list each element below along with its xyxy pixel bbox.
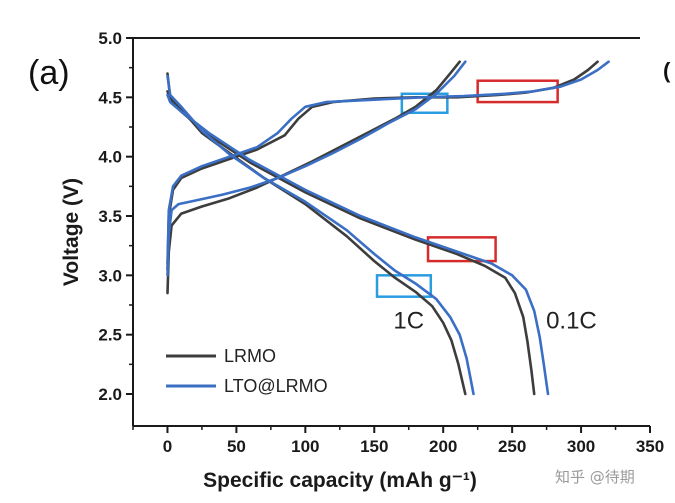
x-tick-label: 250: [498, 437, 526, 456]
x-tick-label: 50: [227, 437, 246, 456]
series-line-lto-lrmo-6: [166, 60, 610, 265]
y-tick-label: 4.0: [98, 148, 122, 167]
x-tick-label: 150: [360, 437, 388, 456]
y-tick-label: 4.5: [98, 88, 122, 107]
x-tick-label: 0: [163, 437, 172, 456]
series-line-lto-lrmo-7: [166, 93, 550, 396]
axes: 2.0 2.5 3.0 3.5 4.0 4.5 5.0 0 50 100 150 200 250 300 3…: [98, 29, 664, 456]
x-axis-title: Specific capacity (mAh g⁻¹): [203, 469, 477, 492]
adjacent-panel-edge: (: [663, 58, 671, 83]
legend-label-lto-lrmo: LTO@LRMO: [224, 376, 328, 396]
legend-label-lrmo: LRMO: [224, 346, 276, 366]
y-tick-label: 3.0: [98, 266, 122, 285]
series-line-lrmo-3: [166, 90, 536, 396]
blue-highlight-box: [375, 274, 433, 298]
x-tick-label: 350: [636, 437, 664, 456]
series-line-lrmo-2: [166, 60, 599, 271]
y-axis-title: Voltage (V): [60, 178, 83, 286]
x-tick-label: 100: [291, 437, 319, 456]
watermark: 知乎 @待期: [555, 468, 635, 486]
y-tick-label: 5.0: [98, 29, 122, 48]
panel-label: (a): [28, 54, 70, 92]
curves: [166, 60, 610, 396]
series-line-lrmo-1: [166, 72, 467, 396]
x-tick-label: 300: [567, 437, 595, 456]
blue-highlight-box: [400, 92, 449, 115]
rate-label-1: 0.1C: [546, 308, 597, 335]
red-highlight-box: [476, 79, 559, 104]
x-tick-label: 200: [429, 437, 457, 456]
legend: LRMO LTO@LRMO: [166, 346, 328, 396]
y-tick-label: 2.5: [98, 326, 122, 345]
red-highlight-box: [426, 236, 497, 263]
highlight-boxes: [375, 79, 559, 298]
series-line-lto-lrmo-4: [166, 60, 467, 277]
y-tick-label: 3.5: [98, 207, 122, 226]
plot-area: 2.0 2.5 3.0 3.5 4.0 4.5 5.0 0 50 100 150 200 250 300 3…: [98, 29, 664, 456]
series-line-lto-lrmo-5: [166, 74, 475, 396]
y-tick-label: 2.0: [98, 385, 122, 404]
rate-label-0: 1C: [393, 308, 424, 335]
